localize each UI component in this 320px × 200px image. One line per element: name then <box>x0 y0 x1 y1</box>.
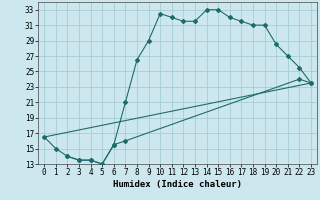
X-axis label: Humidex (Indice chaleur): Humidex (Indice chaleur) <box>113 180 242 189</box>
